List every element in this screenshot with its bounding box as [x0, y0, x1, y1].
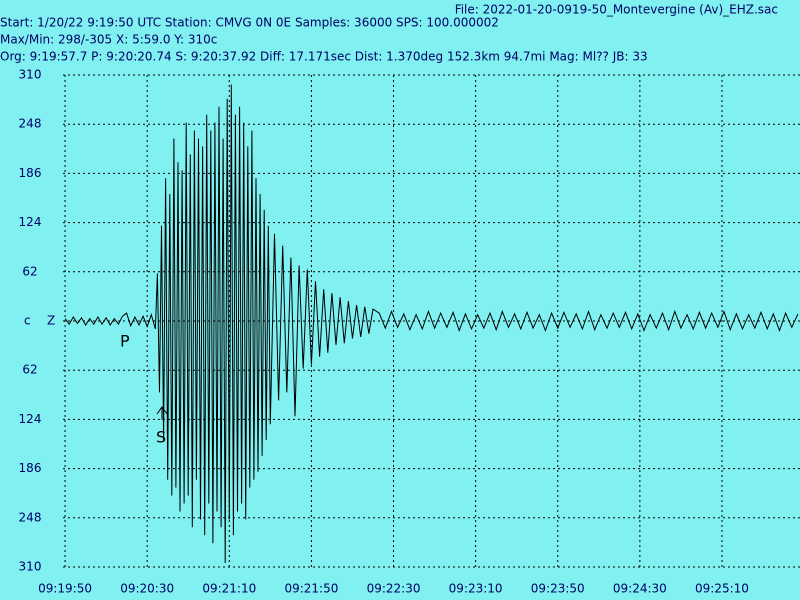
- maxmin-info: Max/Min: 298/-305 X: 5:59.0 Y: 310c: [0, 33, 217, 47]
- channel-label: Z: [47, 314, 55, 328]
- y-tick-label: 248: [19, 117, 42, 131]
- origin-info: Org: 9:19:57.7 P: 9:20:20.74 S: 9:20:37.…: [0, 50, 648, 64]
- y-tick-label: 124: [19, 412, 42, 426]
- x-tick-label: 09:25:10: [695, 582, 749, 596]
- y-tick-label: 310: [19, 68, 42, 82]
- y-tick-label: c: [24, 314, 31, 328]
- waveform: [64, 84, 799, 564]
- start-info: Start: 1/20/22 9:19:50 UTC Station: CMVG…: [0, 16, 499, 30]
- x-tick-label: 09:20:30: [120, 582, 174, 596]
- y-tick-label: 62: [22, 264, 37, 278]
- x-tick-label: 09:19:50: [38, 582, 92, 596]
- y-tick-label: 186: [19, 461, 42, 475]
- y-tick-label: 248: [19, 510, 42, 524]
- file-label: File: 2022-01-20-0919-50_Montevergine (A…: [455, 3, 778, 17]
- s-phase-label: S: [156, 428, 166, 447]
- x-tick-label: 09:22:30: [367, 582, 421, 596]
- x-tick-label: 09:24:30: [613, 582, 667, 596]
- s-phase-arrow: [156, 406, 168, 420]
- x-tick-label: 09:23:50: [531, 582, 585, 596]
- x-tick-label: 09:21:10: [202, 582, 256, 596]
- y-tick-label: 124: [19, 215, 42, 229]
- x-tick-label: 09:23:10: [449, 582, 503, 596]
- y-tick-label: 62: [22, 363, 37, 377]
- y-tick-label: 186: [19, 166, 42, 180]
- y-tick-label: 310: [19, 560, 42, 574]
- x-tick-label: 09:21:50: [284, 582, 338, 596]
- p-phase-label: P: [120, 332, 130, 351]
